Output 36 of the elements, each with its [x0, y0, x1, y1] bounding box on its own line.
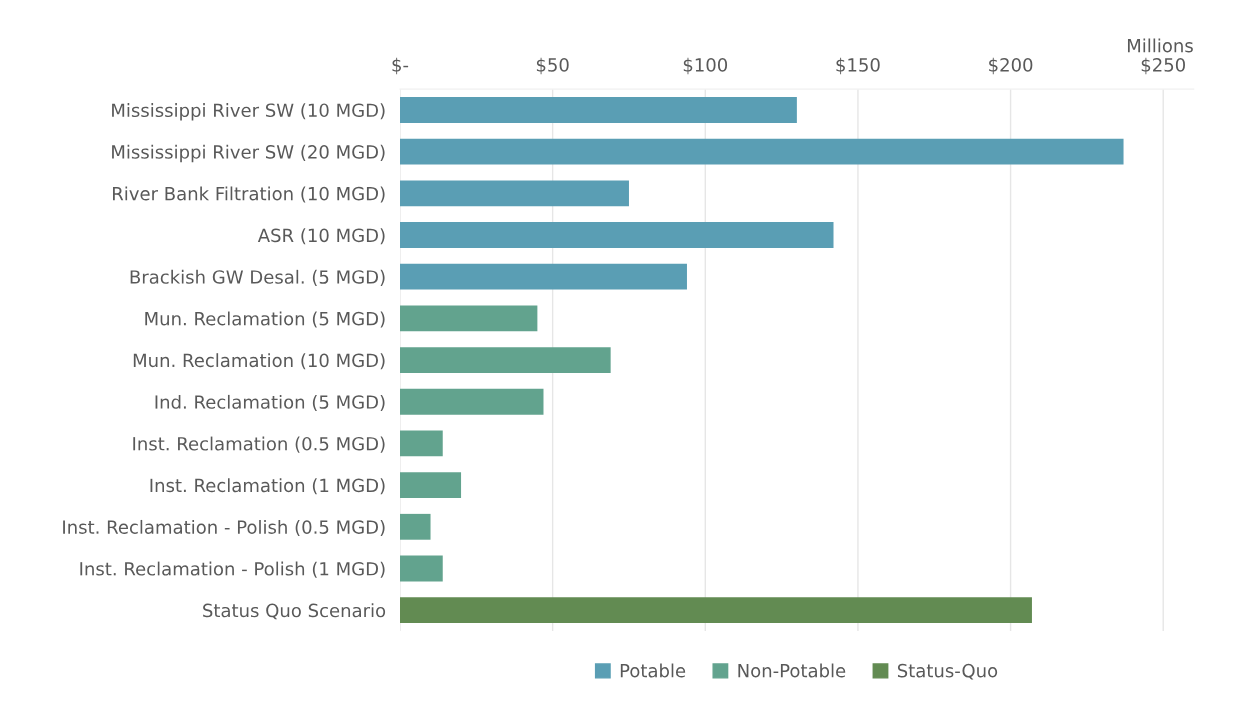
bar — [400, 180, 629, 207]
x-tick-label: $- — [392, 57, 409, 75]
y-tick-label: Mississippi River SW (20 MGD) — [112, 144, 385, 163]
y-tick-label: Brackish GW Desal. (5 MGD) — [130, 269, 385, 286]
bar — [400, 555, 443, 582]
x-tick-label: $150 — [836, 57, 880, 75]
y-tick-label: Ind. Reclamation (5 MGD) — [155, 394, 385, 411]
y-tick-label: Mun. Reclamation (10 MGD) — [133, 353, 385, 370]
legend-label: Status-Quo — [897, 663, 998, 680]
bar — [400, 597, 1032, 624]
x-axis-title: Millions — [1127, 38, 1193, 53]
y-tick-label: Mun. Reclamation (5 MGD) — [145, 311, 385, 328]
bar — [400, 513, 431, 540]
bar — [400, 305, 538, 332]
x-tick-label: $250 — [1141, 57, 1185, 75]
y-tick-label: Status Quo Scenario — [203, 603, 386, 620]
y-tick-label: River Bank Filtration (10 MGD) — [113, 186, 385, 203]
y-tick-label: Inst. Reclamation - Polish (1 MGD) — [80, 561, 385, 578]
y-tick-label: Inst. Reclamation - Polish (0.5 MGD) — [63, 519, 385, 537]
bar — [400, 388, 544, 415]
y-tick-label: Inst. Reclamation (1 MGD) — [150, 478, 385, 495]
bar — [400, 472, 462, 499]
y-tick-label: Mississippi River SW (10 MGD) — [112, 103, 385, 121]
y-tick-label: ASR (10 MGD) — [257, 228, 385, 245]
bar — [400, 138, 1124, 165]
x-tick-label: $100 — [683, 57, 728, 75]
legend-label: Non-Potable — [738, 663, 846, 678]
bar — [400, 347, 611, 373]
bar — [400, 263, 687, 290]
y-tick-label: Inst. Reclamation (0.5 MGD) — [133, 436, 385, 453]
bar — [400, 97, 797, 123]
bar — [400, 222, 834, 248]
bar — [400, 430, 443, 457]
x-tick-label: $200 — [989, 57, 1033, 75]
legend-label: Potable — [620, 663, 686, 678]
x-tick-label: $50 — [536, 57, 569, 75]
